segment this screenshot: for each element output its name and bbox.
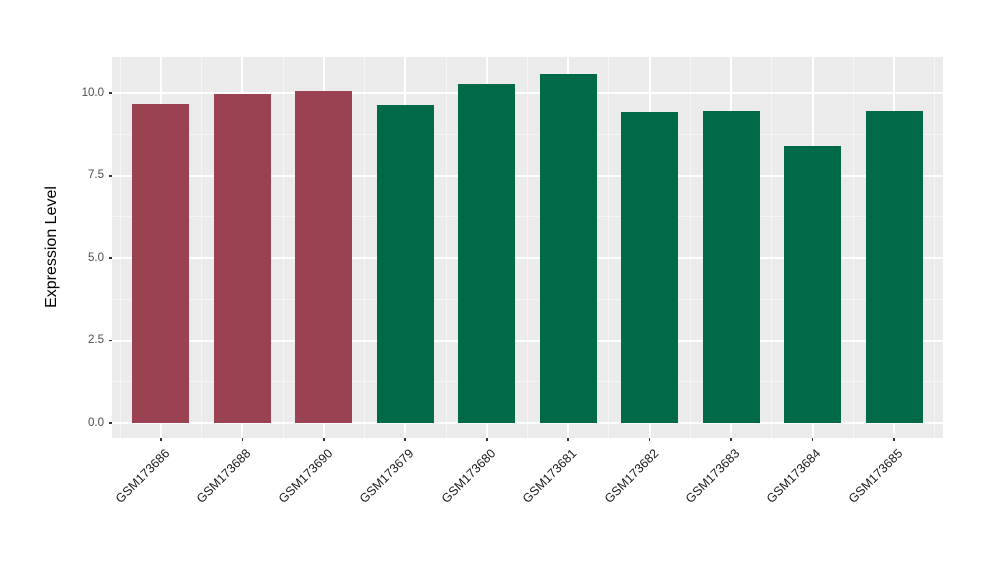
bar-GSM173679 — [376, 104, 434, 424]
x-tick-label: GSM173684 — [764, 446, 824, 506]
x-tick-label: GSM173686 — [112, 446, 173, 506]
gridline-v-minor — [934, 57, 936, 438]
x-axis-tick — [485, 438, 488, 441]
x-tick-label: GSM173685 — [845, 446, 906, 506]
gridline-h-major — [112, 422, 943, 425]
x-axis-tick — [648, 438, 651, 441]
x-tick-label: GSM173679 — [356, 446, 417, 506]
gridline-v-minor — [852, 57, 854, 438]
gridline-v-minor — [445, 57, 447, 438]
x-axis-tick — [893, 438, 895, 441]
y-tick-label: 10.0 — [81, 86, 104, 99]
plot-panel — [112, 57, 943, 438]
bar-GSM173686 — [132, 103, 190, 424]
y-axis-tick — [109, 422, 112, 424]
bar-GSM173688 — [213, 94, 271, 424]
x-axis-tick — [323, 438, 325, 441]
y-tick-label: 7.5 — [88, 169, 104, 182]
gridline-h-major — [112, 174, 943, 177]
gridline-v-minor — [527, 57, 528, 438]
y-tick-label: 5.0 — [88, 251, 104, 264]
gridline-v-minor — [119, 57, 121, 438]
x-tick-label: GSM173690 — [275, 446, 336, 506]
gridline-v-minor — [201, 57, 203, 438]
gridline-v-minor — [282, 57, 284, 438]
gridline-h-major — [112, 92, 943, 95]
y-axis-tick — [109, 92, 112, 95]
gridline-h-major — [112, 257, 943, 260]
x-axis-tick — [404, 438, 407, 441]
x-axis-tick — [567, 438, 570, 441]
gridline-h-major — [112, 339, 943, 342]
gridline-v-minor — [364, 57, 366, 438]
x-axis-tick — [160, 438, 162, 441]
gridline-v-minor — [608, 57, 610, 438]
bar-GSM173690 — [295, 90, 353, 424]
bar-GSM173682 — [621, 112, 679, 424]
bar-GSM173683 — [702, 111, 760, 424]
x-tick-label: GSM173681 — [519, 446, 580, 506]
y-tick-label: 0.0 — [88, 416, 104, 429]
y-axis-tick — [109, 339, 112, 342]
y-tick-label: 2.5 — [88, 334, 104, 347]
x-axis-tick — [730, 438, 732, 441]
y-axis-tick — [109, 257, 112, 259]
x-axis-tick — [241, 438, 244, 441]
x-tick-label: GSM173680 — [438, 446, 498, 506]
y-axis-title-text: Expression Level — [43, 186, 60, 308]
bar-GSM173680 — [458, 84, 516, 424]
gridline-v-minor — [689, 57, 691, 438]
y-axis-tick — [109, 174, 112, 177]
x-tick-label: GSM173683 — [682, 446, 743, 506]
gridline-v-minor — [771, 57, 773, 438]
bar-GSM173681 — [539, 74, 597, 424]
x-axis-tick — [811, 438, 814, 441]
x-tick-label: GSM173682 — [601, 446, 661, 506]
bar-GSM173685 — [865, 110, 923, 424]
bar-GSM173684 — [784, 146, 842, 424]
x-tick-label: GSM173688 — [194, 446, 254, 506]
